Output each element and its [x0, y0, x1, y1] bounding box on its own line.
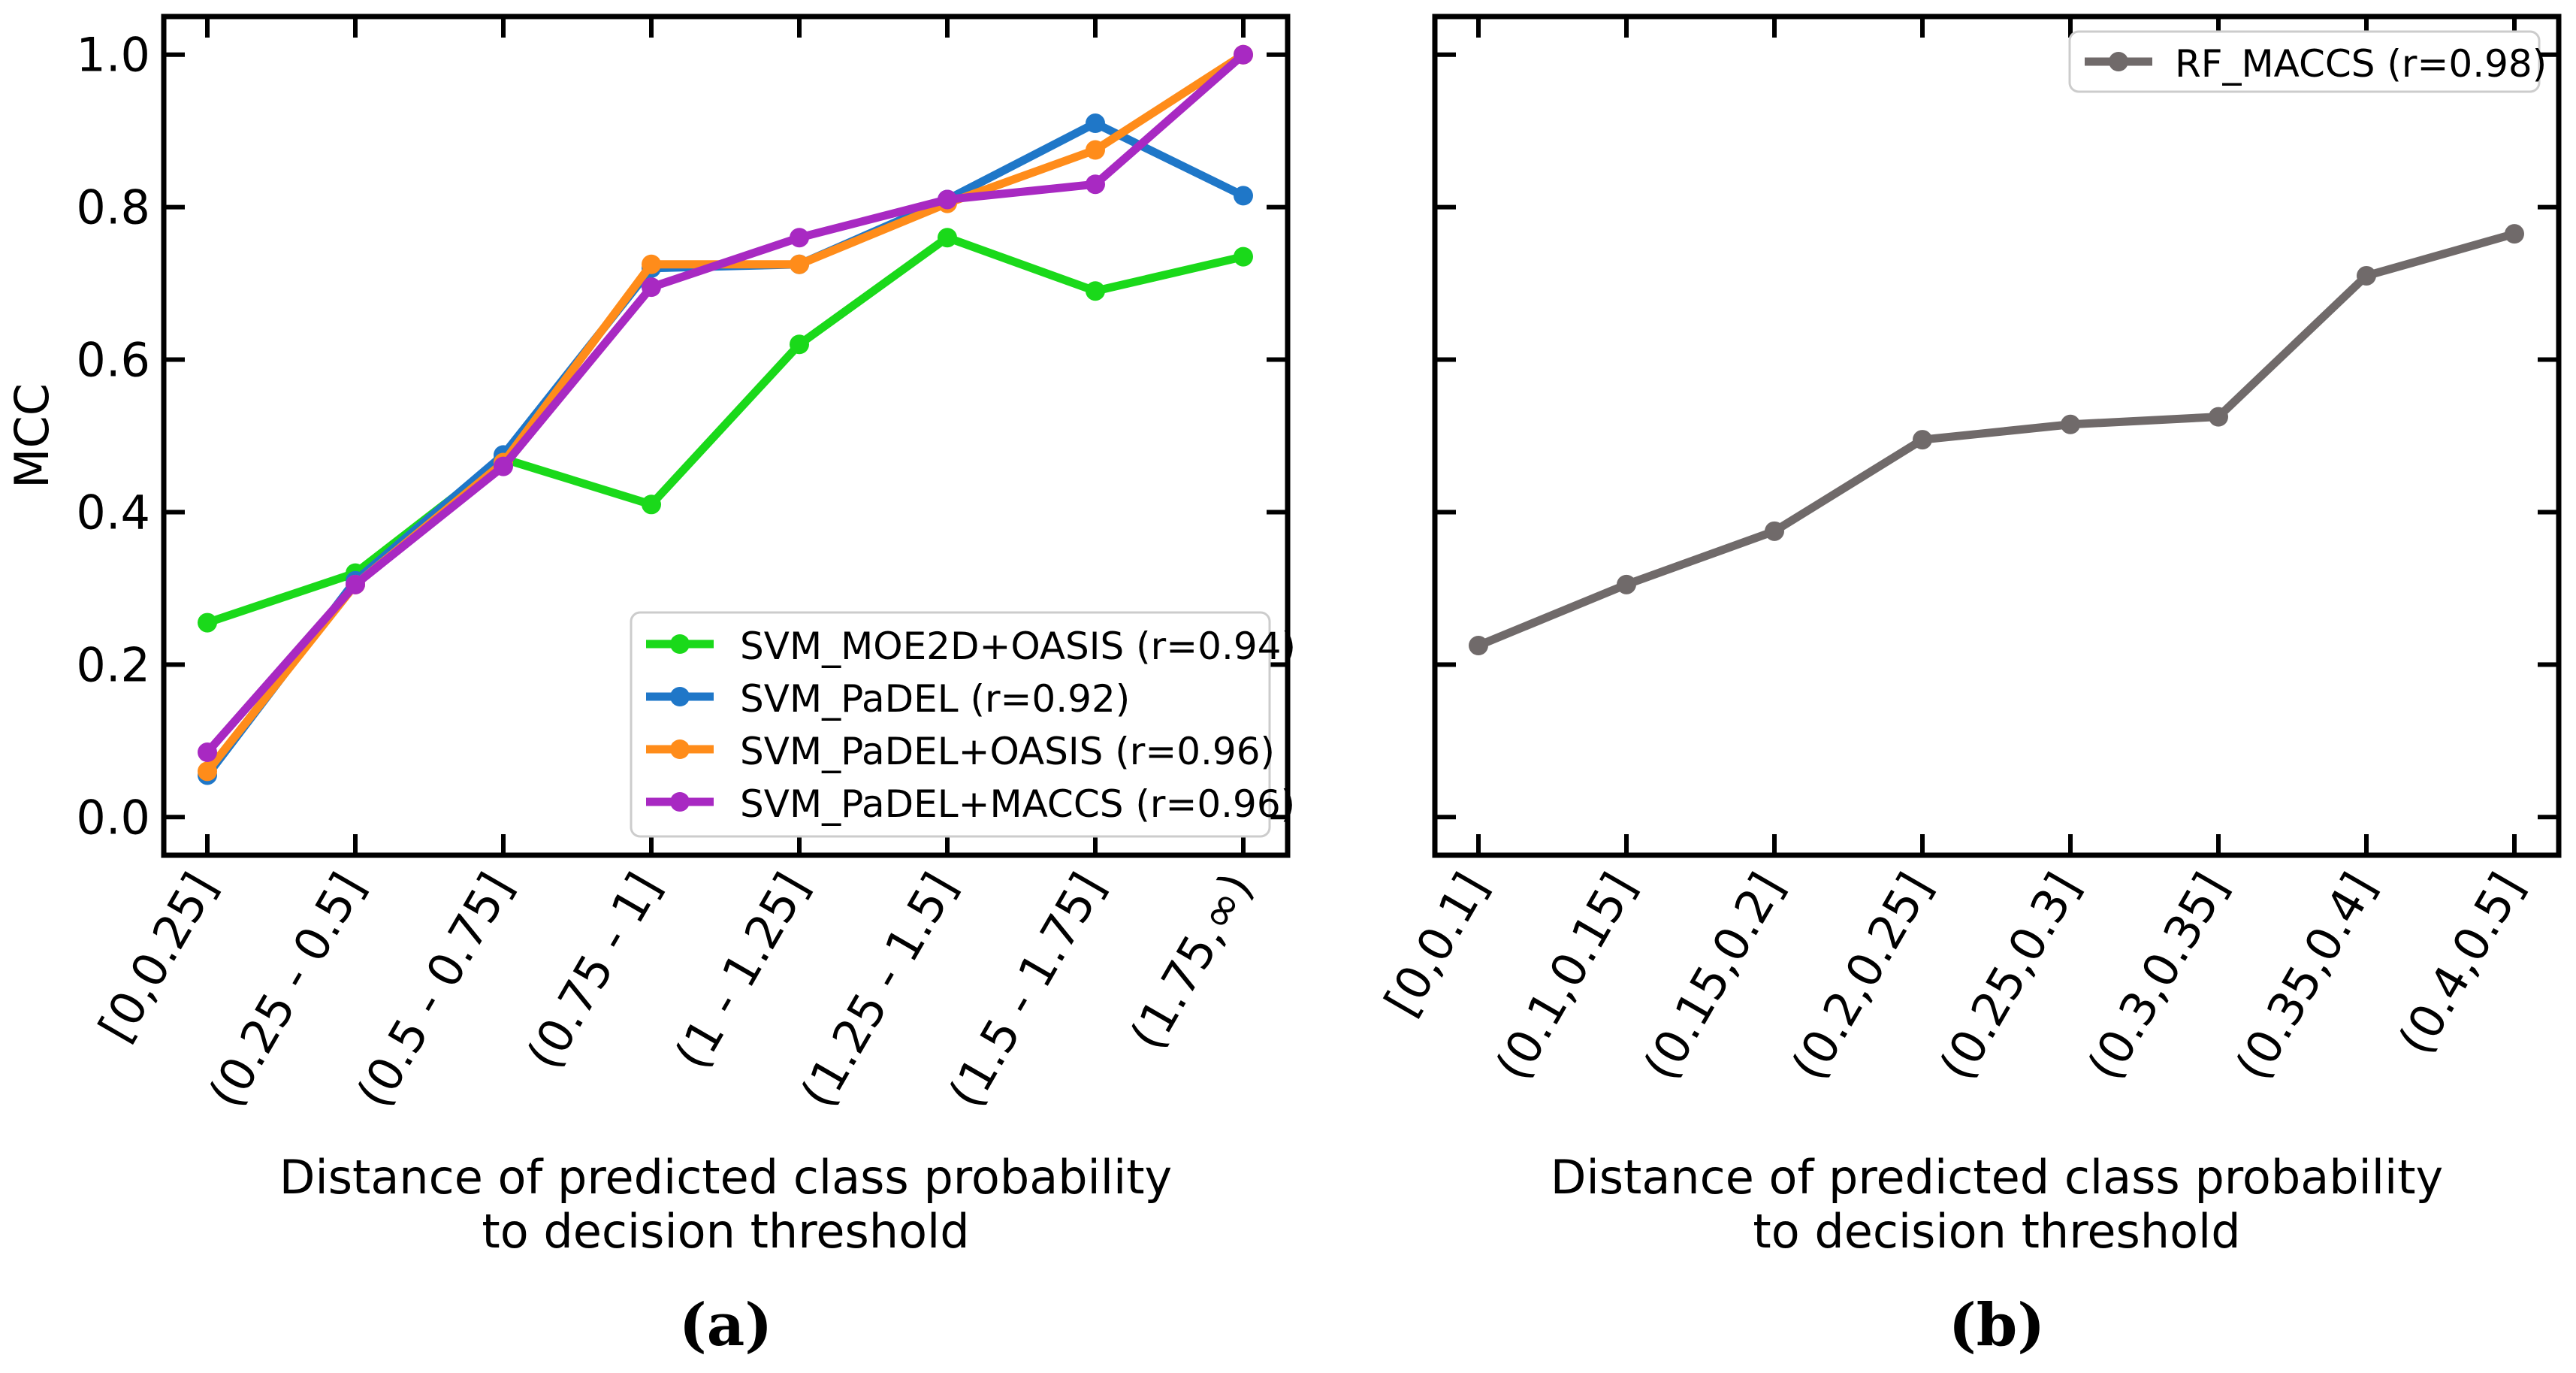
x-tick-label: [0,0.1]: [1374, 863, 1499, 1025]
data-point: [198, 612, 217, 633]
x-tick-label: (0.3,0.35]: [2076, 863, 2239, 1089]
panel-label-a: (a): [679, 1291, 772, 1359]
x-tick-label: (0.35,0.4]: [2224, 863, 2387, 1089]
data-point: [198, 761, 217, 782]
data-point: [2505, 224, 2524, 244]
series-line: [203, 233, 1248, 628]
legend-marker: [670, 739, 690, 759]
x-tick-label: (0.5 - 0.75]: [346, 863, 524, 1117]
x-tick-label: (0.25,0.3]: [1928, 863, 2091, 1089]
x-tick-label: (1.75,∞): [1119, 863, 1264, 1059]
data-point: [790, 334, 809, 355]
x-tick-label: (0.75 - 1]: [516, 863, 672, 1078]
x-tick-label: (0.4,0.5]: [2387, 863, 2535, 1063]
y-axis-label: MCC: [5, 383, 59, 488]
data-point: [938, 189, 957, 210]
legend-entry: SVM_PaDEL+OASIS (r=0.96): [646, 730, 1275, 773]
y-axis: [1435, 52, 2559, 820]
data-point: [1234, 246, 1253, 267]
y-tick-label: 0.0: [76, 790, 150, 845]
legend-entry: SVM_PaDEL+MACCS (r=0.96): [646, 782, 1295, 826]
plot-area-frame: [161, 14, 1291, 858]
series-line: [203, 50, 1248, 757]
plot-area-frame: [1432, 14, 2562, 858]
legend-marker: [670, 687, 690, 706]
data-point: [1469, 636, 1488, 655]
y-tick-label: 1.0: [76, 28, 150, 83]
x-tick-label: (0.25 - 0.5]: [198, 863, 376, 1117]
panel-label-b: (b): [1949, 1291, 2045, 1359]
legend-label: SVM_PaDEL (r=0.92): [740, 677, 1130, 721]
x-axis-label-line-2: to decision threshold: [1753, 1204, 2240, 1259]
x-tick-label: (0.1,0.15]: [1484, 863, 1647, 1089]
legend-entry: SVM_PaDEL (r=0.92): [646, 677, 1130, 721]
data-point: [198, 742, 217, 763]
data-point: [1765, 521, 1784, 541]
data-point: [1234, 44, 1253, 65]
x-tick-label: (1.25 - 1.5]: [790, 863, 968, 1117]
x-axis-label-line-2: to decision threshold: [482, 1204, 969, 1259]
legend-frame: [630, 611, 1271, 838]
data-point: [2061, 414, 2080, 434]
series-layer: [198, 44, 1253, 785]
x-tick-label: (0.2,0.25]: [1780, 863, 1943, 1089]
data-point: [1617, 574, 1636, 594]
data-point: [1086, 281, 1105, 301]
x-axis-label-line-1: Distance of predicted class probability: [1551, 1150, 2444, 1205]
legend-label: SVM_MOE2D+OASIS (r=0.94): [740, 625, 1296, 668]
data-point: [1913, 430, 1932, 450]
data-point: [346, 574, 365, 594]
data-point: [1234, 186, 1253, 206]
data-point: [1086, 174, 1105, 195]
x-tick-label: (0.15,0.2]: [1632, 863, 1795, 1089]
panel-a: 0.00.20.40.60.81.0 [0,0.25](0.25 - 0.5](…: [5, 14, 1296, 1359]
data-point: [938, 228, 957, 248]
x-tick-label: (1.5 - 1.75]: [938, 863, 1116, 1117]
series-line: [1474, 229, 2519, 650]
legend: SVM_MOE2D+OASIS (r=0.94) SVM_PaDEL (r=0.…: [630, 611, 1296, 838]
legend-marker: [670, 634, 690, 654]
data-point: [1086, 113, 1105, 134]
legend-entry: SVM_MOE2D+OASIS (r=0.94): [646, 625, 1296, 668]
panel-b: [0,0.1](0.1,0.15](0.15,0.2](0.2,0.25](0.…: [1374, 14, 2562, 1359]
legend-label: SVM_PaDEL+OASIS (r=0.96): [740, 730, 1275, 773]
x-tick-label: (1 - 1.25]: [664, 863, 820, 1078]
legend-marker: [2109, 52, 2128, 71]
data-point: [642, 254, 661, 274]
y-axis: 0.0 0.2 0.4 0.6 0.8 1.0: [76, 28, 1288, 845]
y-tick-label: 0.8: [76, 180, 150, 235]
legend-entry: RF_MACCS (r=0.98): [2085, 42, 2547, 86]
data-point: [1086, 140, 1105, 160]
y-tick-label: 0.6: [76, 333, 150, 388]
data-point: [790, 254, 809, 274]
data-point: [642, 277, 661, 298]
y-tick-label: 0.4: [76, 485, 150, 540]
x-tick-label: [0,0.25]: [88, 863, 228, 1051]
legend-label: SVM_PaDEL+MACCS (r=0.96): [740, 782, 1295, 826]
data-point: [790, 228, 809, 248]
series-layer: [1469, 224, 2524, 655]
legend-label: RF_MACCS (r=0.98): [2175, 42, 2547, 86]
y-tick-label: 0.2: [76, 637, 150, 692]
legend-marker: [670, 792, 690, 812]
data-point: [494, 456, 513, 476]
data-point: [642, 494, 661, 515]
legend-frame: [2068, 30, 2541, 93]
legend: RF_MACCS (r=0.98): [2068, 30, 2547, 93]
data-point: [2209, 407, 2228, 427]
data-point: [2357, 265, 2376, 286]
x-axis-label-line-1: Distance of predicted class probability: [279, 1150, 1173, 1205]
x-axis: [0,0.1](0.1,0.15](0.15,0.2](0.2,0.25](0.…: [1374, 17, 2535, 1089]
